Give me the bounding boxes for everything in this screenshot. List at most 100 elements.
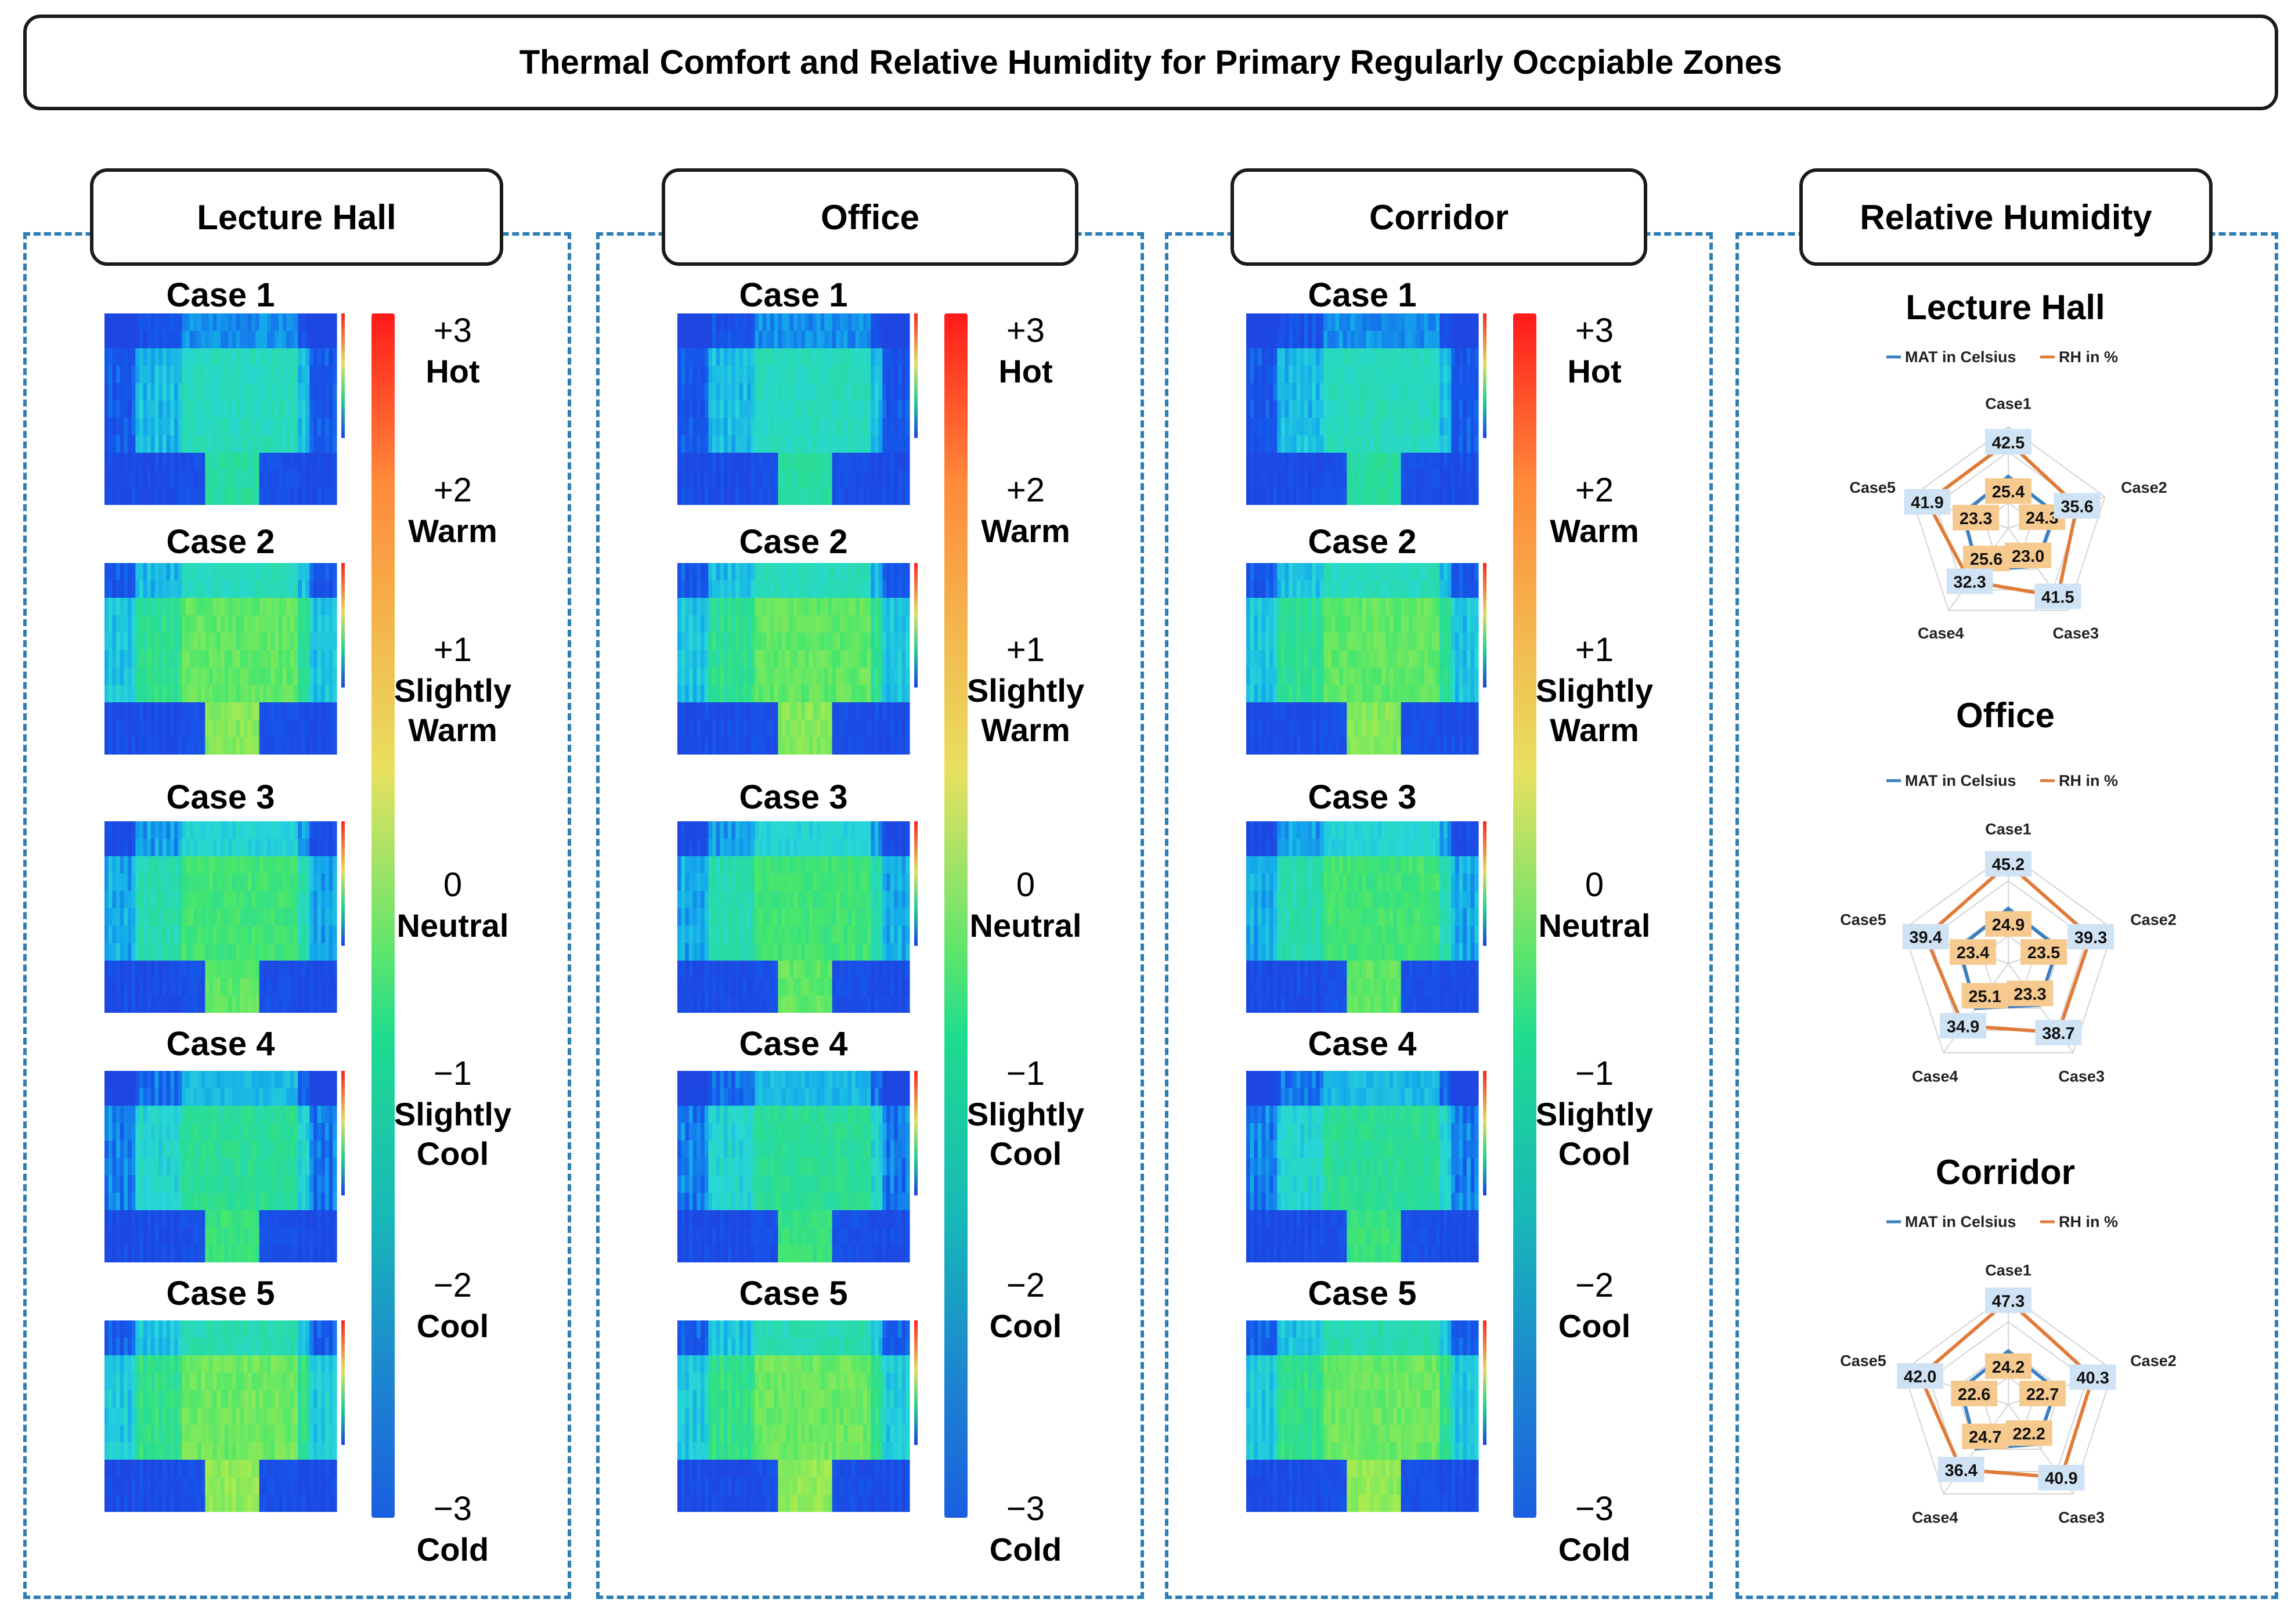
data-label-bg-mat (2005, 1420, 2052, 1446)
category-label: Case1 (1985, 395, 2031, 412)
data-label-bg-mat (2005, 542, 2052, 568)
case-label-corridor-3: Case 3 (1308, 778, 1417, 816)
category-label: Case3 (2058, 1509, 2105, 1526)
tick-label: Slightly Cool (966, 1095, 1085, 1172)
legend-label-mat: MAT in Celsius (1905, 772, 2016, 789)
case-label-lecture-hall-1: Case 1 (166, 276, 275, 314)
data-label-bg-rh (1946, 568, 1993, 594)
data-label-mat: 23.4 (1957, 944, 1989, 962)
case-label-office-4: Case 4 (739, 1025, 848, 1063)
legend-label-mat: MAT in Celsius (1905, 348, 2016, 366)
data-label-bg-rh (1940, 1013, 1987, 1039)
data-label-bg-mat (1985, 1353, 2031, 1379)
tick-label: Slightly Cool (1535, 1095, 1654, 1172)
tick-value: −2 (1575, 1266, 1614, 1304)
data-label-bg-rh (2035, 1019, 2082, 1045)
radar-grid-ring (1911, 425, 2106, 611)
colorbar-tick-office-1: +2 Warm (962, 470, 1089, 551)
data-label-mat: 25.6 (1970, 550, 2002, 569)
heatmap-office-case-5 (677, 1320, 918, 1512)
case-label-corridor-4: Case 4 (1308, 1025, 1417, 1063)
data-label-rh: 42.5 (1992, 434, 2025, 452)
category-label: Case4 (1918, 625, 1964, 642)
radar-grid-ring (1903, 1293, 2114, 1495)
tick-label: Cool (416, 1307, 489, 1344)
tick-value: −3 (433, 1490, 472, 1528)
data-label-mat: 24.7 (1969, 1428, 2001, 1447)
colorbar-office (944, 313, 968, 1518)
tick-label: Hot (1567, 352, 1622, 389)
tick-label: Warm (981, 512, 1070, 549)
tick-value: −1 (1575, 1055, 1614, 1092)
data-label-bg-rh (1902, 923, 1949, 950)
heatmap-lecture-hall-case-3 (104, 821, 345, 1013)
panel-label-relative-humidity: Relative Humidity (1799, 168, 2213, 266)
tick-label: Hot (998, 352, 1053, 389)
tick-label: Neutral (396, 907, 509, 944)
category-label: Case2 (2121, 479, 2167, 496)
colorbar-tick-office-2: +1 Slightly Warm (962, 630, 1089, 750)
data-label-bg-mat (1951, 1380, 1998, 1406)
panel-label-lecture-hall: Lecture Hall (90, 168, 503, 266)
colorbar-lecture-hall (371, 313, 395, 1518)
case-label-office-3: Case 3 (739, 778, 848, 816)
data-label-mat: 25.4 (1992, 483, 2025, 501)
data-label-bg-rh (1985, 851, 2031, 877)
colorbar-corridor (1513, 313, 1536, 1518)
heatmap-corridor-case-4 (1246, 1071, 1486, 1262)
data-label-bg-rh (1904, 489, 1951, 515)
radar-title-office: Office (1955, 696, 2055, 735)
heatmap-lecture-hall-case-5 (104, 1320, 345, 1512)
colorbar-tick-corridor-2: +1 Slightly Warm (1531, 630, 1658, 750)
tick-value: 0 (1016, 866, 1035, 904)
tick-value: +1 (1006, 631, 1045, 669)
tick-label: Slightly Warm (394, 672, 512, 749)
data-label-bg-mat (1985, 911, 2031, 937)
tick-label: Slightly Cool (394, 1095, 512, 1172)
tick-label: Neutral (1538, 907, 1651, 944)
case-label-lecture-hall-4: Case 4 (166, 1025, 275, 1063)
colorbar-tick-lecture-hall-3: 0 Neutral (389, 865, 517, 945)
data-label-mat: 23.3 (1960, 510, 1992, 528)
case-label-office-2: Case 2 (739, 523, 848, 561)
radar-chart-corridor: MAT in Celsius RH in % 24.222.7 22.2 24.7 22.… (1840, 1213, 2177, 1526)
data-label-bg-mat (1953, 504, 2000, 530)
data-label-bg-rh (1937, 1456, 1984, 1482)
tick-value: −2 (433, 1266, 472, 1304)
data-label-bg-mat (1985, 478, 2031, 504)
radar-title-corridor: Corridor (1936, 1153, 2075, 1192)
colorbar-tick-office-4: −1 Slightly Cool (962, 1053, 1089, 1174)
data-label-mat: 22.2 (2012, 1425, 2045, 1443)
data-label-rh: 38.7 (2042, 1024, 2074, 1043)
category-label: Case3 (2058, 1068, 2105, 1085)
data-label-bg-rh (1897, 1363, 1944, 1389)
heatmap-lecture-hall-case-4 (104, 1071, 345, 1262)
colorbar-tick-lecture-hall-2: +1 Slightly Warm (389, 630, 517, 750)
data-label-rh: 40.9 (2045, 1470, 2077, 1488)
colorbar-tick-lecture-hall-4: −1 Slightly Cool (389, 1053, 517, 1174)
colorbar-tick-corridor-3: 0 Neutral (1531, 865, 1658, 945)
data-label-rh: 41.5 (2041, 589, 2074, 607)
tick-label: Slightly Warm (966, 672, 1085, 749)
case-label-office-5: Case 5 (739, 1275, 848, 1312)
tick-label: Cold (989, 1531, 1062, 1568)
radar-chart-lecture-hall: MAT in Celsius RH in % 25.424.3 23.0 25.6 23.… (1849, 348, 2167, 642)
colorbar-tick-office-5: −2 Cool (962, 1265, 1089, 1346)
panel-label-corridor: Corridor (1231, 168, 1647, 266)
colorbar-tick-lecture-hall-1: +2 Warm (389, 470, 517, 551)
case-label-corridor-1: Case 1 (1308, 276, 1417, 314)
data-label-bg-mat (1963, 546, 2010, 572)
case-label-corridor-2: Case 2 (1308, 523, 1417, 561)
heatmap-corridor-case-5 (1246, 1320, 1486, 1512)
heatmap-office-case-3 (677, 821, 918, 1013)
category-label: Case2 (2130, 1352, 2177, 1370)
colorbar-tick-corridor-5: −2 Cool (1531, 1265, 1658, 1346)
tick-value: +2 (1006, 471, 1045, 509)
data-label-bg-rh (1985, 1287, 2031, 1313)
category-label: Case5 (1840, 1352, 1886, 1370)
heatmap-office-case-1 (677, 313, 918, 505)
tick-label: Warm (408, 512, 497, 549)
case-label-corridor-5: Case 5 (1308, 1275, 1417, 1312)
colorbar-tick-corridor-0: +3 Hot (1531, 311, 1658, 391)
tick-label: Slightly Warm (1535, 672, 1654, 749)
